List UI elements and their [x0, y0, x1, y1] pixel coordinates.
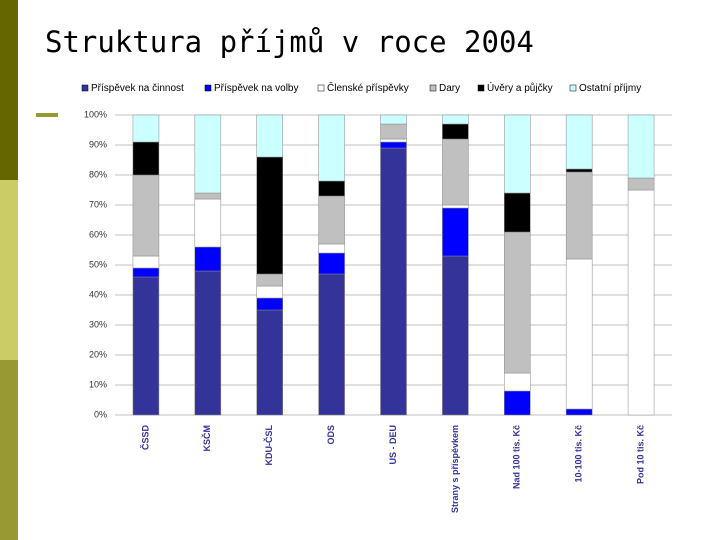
y-tick-label: 80% [89, 169, 107, 179]
bar-segment [442, 204, 469, 209]
bar-segment [442, 207, 469, 257]
x-tick-label: Nad 100 tis. Kč [512, 425, 522, 489]
legend-label: Dary [439, 83, 460, 94]
legend-label: Ostatní příjmy [579, 83, 641, 94]
bar-segment [504, 114, 531, 194]
y-tick-label: 60% [89, 229, 107, 239]
bar-segment [132, 141, 160, 176]
bar-segment [442, 138, 469, 206]
bar-segment [504, 372, 531, 392]
legend-swatch [81, 84, 89, 92]
legend-label: Členské příspěvky [327, 81, 409, 94]
bar-segment [380, 123, 407, 140]
bar-segment [442, 114, 469, 125]
bar-segment [504, 390, 531, 416]
legend-label: Úvěry a půjčky [487, 81, 553, 94]
y-tick-label: 70% [89, 199, 107, 209]
y-tick-label: 0% [94, 409, 107, 419]
legend-swatch [477, 84, 485, 92]
bar-segment [256, 309, 283, 416]
bar-segment [627, 114, 655, 179]
bar-segment [318, 195, 345, 245]
bar-segment [318, 243, 345, 254]
x-tick-label: Strany s příspěvkem [450, 425, 460, 513]
bar-segment [380, 114, 407, 125]
bar-segment [565, 408, 593, 416]
x-tick-label: ČSSD [139, 425, 150, 451]
legend-label: Příspěvek na volby [214, 83, 299, 94]
bar-segment [380, 147, 407, 416]
bar-segment [256, 156, 283, 275]
bar-segment [504, 231, 531, 374]
legend-swatch [429, 84, 437, 92]
decor-stripe [0, 180, 18, 360]
bar-segment [132, 255, 160, 269]
bar-segment [318, 114, 345, 182]
bar-segment [256, 285, 283, 299]
x-tick-label: ODS [326, 425, 336, 445]
bar-segment [256, 297, 283, 311]
bar-segment [194, 198, 222, 248]
y-tick-label: 40% [89, 289, 107, 299]
bar-segment [194, 114, 222, 194]
decor-stripe [0, 360, 18, 540]
legend-swatch [317, 84, 325, 92]
bar-segment [256, 273, 283, 287]
bar-segment [132, 114, 160, 143]
bar-segment [194, 246, 222, 272]
bar-segment [194, 192, 222, 200]
decor-stripe [0, 0, 18, 180]
x-tick-label: Pod 10 tis. Kč [635, 425, 645, 484]
bar-segment [194, 270, 222, 416]
y-tick-label: 90% [89, 139, 107, 149]
bar-segment [318, 273, 345, 416]
y-tick-label: 20% [89, 349, 107, 359]
bar-segment [565, 258, 593, 410]
x-tick-label: KSČM [201, 425, 212, 452]
y-tick-label: 10% [89, 379, 107, 389]
bar-segment [627, 189, 655, 416]
bar-segment [380, 141, 407, 149]
chart-title: Struktura příjmů v roce 2004 [45, 25, 534, 59]
bar-segment [442, 123, 469, 140]
bar-segment [442, 255, 469, 416]
legend-swatch [204, 84, 212, 92]
decor-dash [36, 113, 58, 117]
y-tick-label: 100% [84, 109, 107, 119]
bar-segment [318, 252, 345, 275]
bar-segment [504, 192, 531, 233]
bar-segment [132, 276, 160, 416]
bar-segment [565, 114, 593, 170]
y-tick-label: 50% [89, 259, 107, 269]
x-tick-label: KDU-ČSL [263, 425, 274, 466]
bar-segment [380, 138, 407, 143]
bar-segment [565, 168, 593, 173]
y-tick-label: 30% [89, 319, 107, 329]
bar-segment [318, 180, 345, 197]
bar-segment [627, 177, 655, 191]
bar-segment [132, 174, 160, 257]
legend-swatch [569, 84, 577, 92]
bar-segment [132, 267, 160, 278]
bar-segment [565, 171, 593, 260]
x-tick-label: US - DEU [388, 425, 398, 465]
legend-label: Příspěvek na činnost [91, 83, 184, 94]
bar-segment [256, 114, 283, 158]
x-tick-label: 10-100 tis. Kč [574, 425, 584, 483]
